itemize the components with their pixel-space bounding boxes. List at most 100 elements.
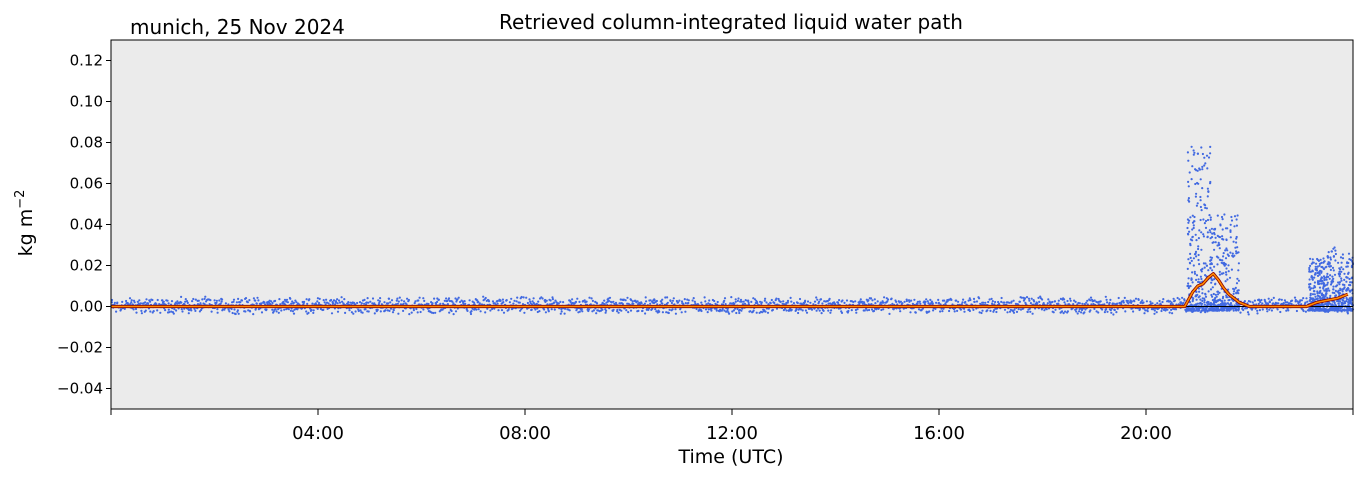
scatter-point — [311, 302, 314, 305]
scatter-point — [1318, 290, 1321, 293]
scatter-point — [1064, 310, 1067, 313]
scatter-point — [1090, 303, 1093, 306]
scatter-point — [1201, 187, 1204, 190]
scatter-point — [1213, 278, 1216, 281]
scatter-point — [1193, 215, 1196, 219]
scatter-point — [486, 307, 489, 310]
scatter-point — [1349, 290, 1352, 293]
scatter-point — [1209, 152, 1212, 155]
scatter-point — [986, 309, 989, 312]
scatter-point — [1069, 297, 1072, 300]
scatter-point — [1218, 309, 1221, 312]
x-axis-label: Time (UTC) — [677, 446, 783, 468]
scatter-point — [1138, 307, 1142, 311]
scatter-point — [113, 301, 116, 304]
scatter-point — [680, 300, 684, 303]
scatter-point — [576, 297, 579, 300]
scatter-point — [227, 308, 230, 311]
scatter-point — [431, 302, 434, 305]
scatter-point — [1187, 282, 1190, 285]
scatter-point — [1225, 294, 1228, 297]
scatter-point — [1198, 295, 1201, 298]
scatter-point — [742, 303, 745, 306]
scatter-point — [585, 300, 588, 303]
scatter-point — [1235, 291, 1238, 294]
scatter-point — [170, 310, 173, 313]
scatter-point — [1029, 310, 1032, 313]
scatter-point — [1137, 298, 1140, 301]
scatter-point — [1190, 178, 1193, 181]
scatter-point — [489, 309, 492, 312]
scatter-point — [505, 299, 508, 302]
scatter-point — [1213, 301, 1216, 304]
scatter-point — [1247, 313, 1250, 316]
scatter-point — [801, 309, 804, 312]
scatter-point — [1286, 301, 1289, 304]
scatter-point — [1083, 311, 1086, 314]
scatter-point — [1334, 252, 1337, 256]
scatter-point — [1328, 289, 1331, 292]
scatter-point — [1312, 287, 1315, 290]
scatter-point — [876, 300, 879, 303]
scatter-point — [1174, 308, 1178, 311]
scatter-point — [666, 301, 669, 304]
scatter-point — [1124, 310, 1127, 313]
scatter-point — [1201, 307, 1205, 310]
mean-line — [111, 272, 1349, 308]
scatter-point — [1037, 296, 1040, 299]
scatter-point — [806, 300, 810, 303]
scatter-point — [1192, 149, 1195, 152]
scatter-point — [1027, 297, 1031, 300]
scatter-point — [1326, 281, 1329, 284]
scatter-point — [1315, 262, 1318, 265]
scatter-point — [316, 297, 319, 300]
scatter-point — [305, 310, 308, 313]
scatter-point — [1199, 218, 1202, 222]
scatter-point — [726, 307, 729, 310]
scatter-point — [1201, 299, 1204, 302]
scatter-point — [1221, 302, 1224, 305]
scatter-point — [1329, 265, 1332, 268]
scatter-point — [1328, 265, 1331, 268]
scatter-point — [531, 300, 534, 303]
scatter-point — [1256, 309, 1259, 312]
scatter-point — [216, 311, 219, 314]
scatter-point — [764, 310, 767, 313]
scatter-point — [332, 302, 335, 305]
scatter-point — [997, 300, 1000, 304]
scatter-point — [196, 303, 200, 306]
scatter-point — [151, 298, 154, 302]
scatter-point — [1207, 269, 1210, 272]
scatter-point — [1187, 185, 1190, 188]
scatter-point — [510, 297, 513, 300]
scatter-point — [1219, 223, 1222, 226]
scatter-point — [863, 303, 866, 306]
scatter-point — [963, 310, 966, 313]
scatter-point — [1195, 239, 1198, 242]
scatter-point — [1217, 244, 1220, 247]
scatter-point — [1093, 299, 1096, 302]
scatter-point — [752, 309, 755, 312]
scatter-point — [1325, 290, 1328, 293]
scatter-point — [564, 307, 567, 310]
scatter-point — [1209, 302, 1213, 305]
scatter-point — [855, 311, 858, 314]
scatter-point — [1194, 233, 1197, 236]
scatter-point — [909, 311, 912, 314]
scatter-point — [1329, 283, 1333, 286]
scatter-point — [956, 309, 959, 312]
scatter-point — [1216, 309, 1219, 312]
scatter-point — [194, 298, 197, 301]
scatter-point — [625, 309, 628, 312]
scatter-point — [357, 309, 360, 313]
scatter-point — [330, 312, 334, 315]
scatter-point — [230, 307, 233, 311]
scatter-point — [1051, 300, 1054, 304]
scatter-point — [1227, 270, 1230, 273]
scatter-point — [856, 308, 859, 311]
scatter-point — [1318, 286, 1322, 289]
scatter-point — [1237, 262, 1240, 265]
scatter-point — [1010, 300, 1013, 303]
scatter-point — [740, 300, 743, 303]
scatter-point — [1310, 297, 1313, 300]
